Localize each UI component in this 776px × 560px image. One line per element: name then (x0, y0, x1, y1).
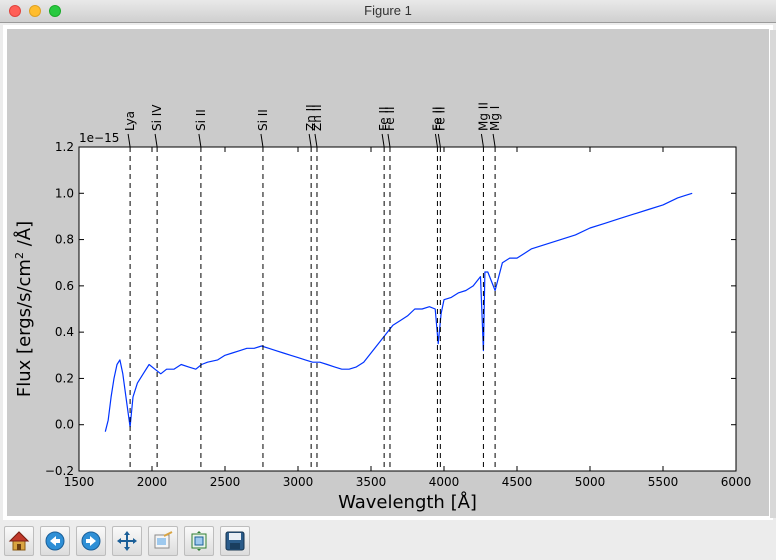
scrollbar[interactable] (770, 30, 776, 518)
absorption-line-label: Mg I (488, 106, 502, 131)
y-tick-label: 0.8 (55, 233, 74, 247)
absorption-label-tick (434, 133, 438, 148)
back-button[interactable] (40, 526, 70, 556)
subplots-icon (191, 531, 207, 551)
pan-icon (117, 531, 137, 551)
subplots-button[interactable] (184, 526, 214, 556)
axes-frame (78, 146, 737, 472)
save-button[interactable] (220, 526, 250, 556)
x-tick-label: 3000 (283, 475, 314, 489)
x-tick-label: 2500 (210, 475, 241, 489)
y-tick-label: 1.0 (55, 186, 74, 200)
x-tick-label: 4000 (429, 475, 460, 489)
absorption-line-label: Zn II (304, 104, 318, 131)
y-tick-label: 0.6 (55, 279, 74, 293)
absorption-line-label: Mg II (476, 102, 490, 131)
x-tick-label: 6000 (721, 475, 752, 489)
window-title: Figure 1 (364, 3, 412, 18)
absorption-label-tick (387, 133, 391, 148)
absorption-label-tick (437, 133, 441, 148)
x-tick-label: 2000 (137, 475, 168, 489)
y-tick-label: 0.4 (55, 325, 74, 339)
absorption-label-tick (314, 133, 318, 148)
absorption-label-tick (260, 133, 264, 148)
absorption-line-label: Zn II (310, 104, 324, 131)
pan-button[interactable] (112, 526, 142, 556)
home-button[interactable] (4, 526, 34, 556)
y-axis-label: Flux [ergs/s/cm2 /Å] (13, 221, 35, 397)
matplotlib-toolbar (0, 521, 776, 560)
absorption-line-label: Fe II (377, 106, 391, 131)
plot-area (79, 147, 736, 471)
absorption-line-label: Si IV (150, 104, 164, 131)
y-tick-label: 0.2 (55, 371, 74, 385)
absorption-line-label: Si II (256, 109, 270, 131)
absorption-label-tick (381, 133, 385, 148)
absorption-line-label: Fe II (383, 106, 397, 131)
x-tick-label: 5500 (648, 475, 679, 489)
x-tick-label: 3500 (356, 475, 387, 489)
zoom-window-button[interactable] (49, 5, 61, 17)
absorption-label-tick (480, 133, 484, 148)
absorption-line-label: Fe II (433, 106, 447, 131)
x-tick-label: 5000 (575, 475, 606, 489)
close-window-button[interactable] (9, 5, 21, 17)
absorption-line-label: Lya (123, 111, 137, 131)
y-tick-label: 0.0 (55, 418, 74, 432)
forward-button[interactable] (76, 526, 106, 556)
window-titlebar: Figure 1 (0, 0, 776, 23)
absorption-label-tick (154, 133, 158, 148)
save-icon (225, 531, 245, 551)
zoom-button[interactable] (148, 526, 178, 556)
y-offset-text: 1e−15 (79, 131, 119, 145)
absorption-line-label: Fe II (430, 106, 444, 131)
spectrum-line (104, 192, 693, 432)
home-icon (8, 531, 30, 551)
absorption-label-tick (198, 133, 202, 148)
zoom-icon (154, 531, 173, 549)
absorption-label-tick (492, 133, 496, 148)
minimize-window-button[interactable] (29, 5, 41, 17)
absorption-line-label: Si II (194, 109, 208, 131)
forward-icon (81, 531, 101, 551)
x-tick-label: 4500 (502, 475, 533, 489)
back-icon (45, 531, 65, 551)
absorption-label-tick (127, 133, 131, 148)
x-tick-label: 1500 (64, 475, 95, 489)
y-tick-label: −0.2 (45, 464, 74, 478)
y-tick-label: 1.2 (55, 140, 74, 154)
x-axis-label: Wavelength [Å] (338, 491, 477, 513)
absorption-label-tick (308, 133, 312, 148)
